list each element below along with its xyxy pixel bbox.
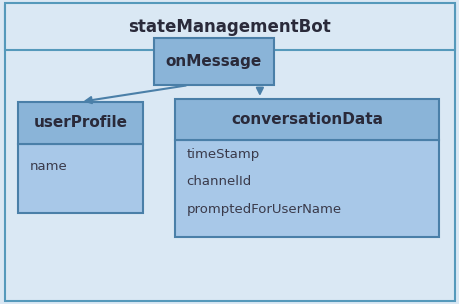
Bar <box>18 144 142 213</box>
Bar <box>174 99 438 140</box>
Text: conversationData: conversationData <box>230 112 382 127</box>
Text: channelId: channelId <box>186 175 251 188</box>
Text: name: name <box>30 161 67 174</box>
Text: promptedForUserName: promptedForUserName <box>186 203 341 216</box>
Bar <box>174 140 438 237</box>
Text: userProfile: userProfile <box>34 116 127 130</box>
Text: stateManagementBot: stateManagementBot <box>129 18 330 36</box>
Text: onMessage: onMessage <box>165 54 262 69</box>
Text: timeStamp: timeStamp <box>186 148 259 161</box>
Bar <box>154 38 273 85</box>
Bar <box>5 3 454 50</box>
Bar <box>18 102 142 144</box>
